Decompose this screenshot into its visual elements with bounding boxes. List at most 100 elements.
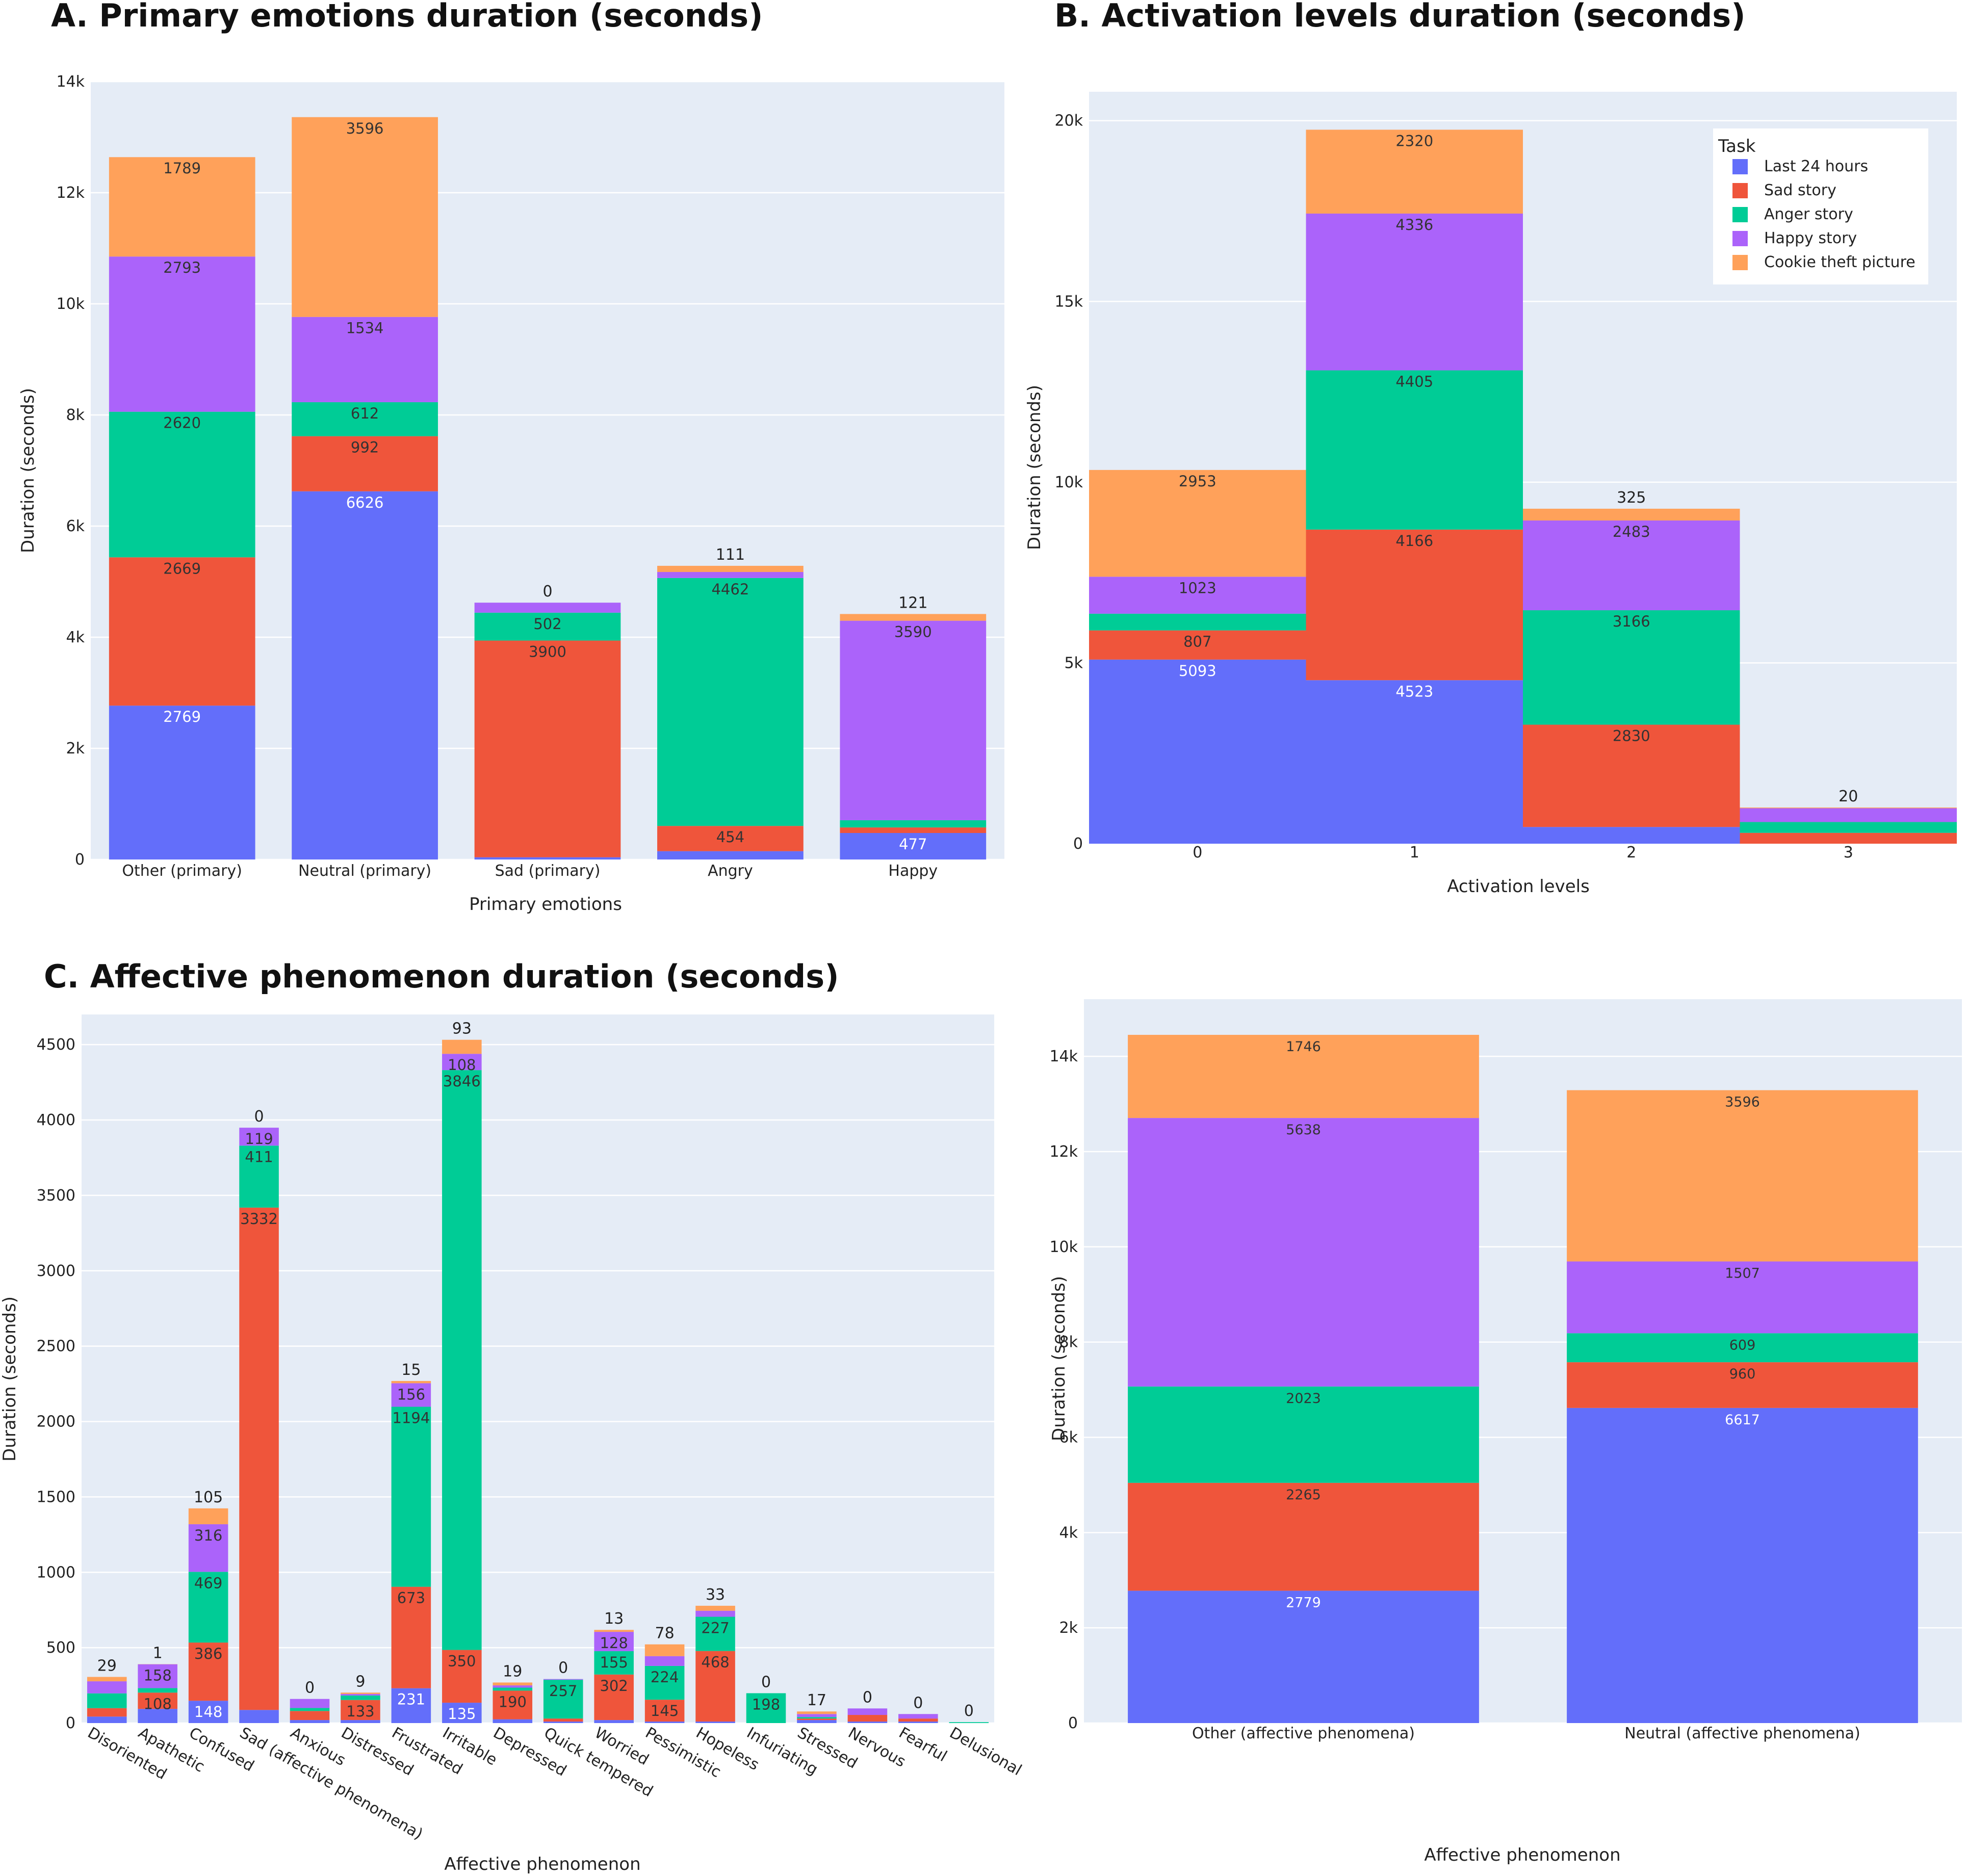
panel-c-bar-segment (493, 1685, 533, 1688)
panel-c-bar-segment (797, 1720, 837, 1723)
panel-c-bar-segment (543, 1679, 583, 1680)
panel-c-segment-label: 468 (701, 1654, 729, 1671)
legend-entry-label: Cookie theft picture (1764, 253, 1916, 271)
panel-b-segment-label: 4405 (1395, 373, 1433, 390)
panel-a-segment-label: 992 (351, 439, 379, 456)
panel-c-bar-segment (87, 1681, 127, 1693)
panel-b-bar-segment (1306, 680, 1523, 844)
panel-c-bar-segment (341, 1695, 380, 1700)
panel-a-bar-segment (109, 557, 255, 706)
panel-c-bar-segment (644, 1644, 685, 1656)
legend-swatch (1732, 207, 1748, 222)
panel-c-bar-segment (797, 1714, 837, 1717)
panel-c-bar-segment (493, 1719, 533, 1723)
panel-b-bar-segment (1089, 470, 1306, 577)
panel-c-segment-label: 257 (549, 1682, 577, 1700)
panel-c-top-value-label: 29 (97, 1657, 117, 1675)
panel-d-bar-segment (1128, 1386, 1479, 1483)
panel-c-bar-segment (442, 1054, 482, 1071)
panel-a-bar-segment (109, 256, 255, 412)
panel-a-segment-label: 502 (533, 615, 561, 633)
panel-c-y-tick-label: 2500 (37, 1338, 75, 1356)
panel-c: C. Affective phenomenon duration (second… (0, 958, 1025, 1874)
panel-d-bar-segment (1567, 1333, 1918, 1363)
panel-d-bars: 2779 2265 2023 5638 1746 6617 960 609 1507 3596 (1128, 1034, 1918, 1723)
panel-c-segment-label: 350 (448, 1653, 476, 1670)
panel-a-y-tick-label: 2k (66, 740, 85, 758)
panel-b-y-axis-title: Duration (seconds) (1024, 385, 1045, 550)
panel-b-bar-segment (1306, 213, 1523, 371)
panel-c-y-axis-title: Duration (seconds) (0, 1296, 20, 1462)
panel-a-y-ticks: 0 2k 4k 6k 8k 10k 12k 14k (56, 73, 85, 869)
panel-c-top-value-label: 0 (913, 1694, 923, 1712)
panel-c-bar-segment (239, 1128, 279, 1146)
panel-b-bar-segment (1089, 613, 1306, 631)
panel-a-top-value-label: 121 (898, 594, 927, 612)
panel-a-y-tick-label: 10k (56, 295, 85, 313)
panel-a-bar-segment (474, 640, 621, 857)
panel-a-segment-label: 1789 (163, 160, 201, 177)
panel-b-segment-label: 2953 (1179, 473, 1217, 490)
panel-b-bar-segment (1740, 822, 1957, 833)
panel-b-bar-segment (1523, 610, 1740, 725)
panel-b-segment-label: 4336 (1395, 216, 1433, 233)
panel-c-y-ticks: 0 500 1000 1500 2000 2500 3000 3500 4000 4500 (37, 1036, 75, 1732)
panel-d-x-ticks: Other (affective phenomena) Neutral (affe… (1192, 1725, 1860, 1742)
panel-c-bar-segment (138, 1664, 177, 1688)
panel-c-top-value-label: 17 (807, 1691, 826, 1709)
panel-b-y-ticks: 0 5k 10k 15k 20k (1054, 112, 1083, 853)
panel-c-top-value-label: 33 (706, 1586, 725, 1604)
panel-d-segment-label: 2779 (1286, 1595, 1321, 1610)
panel-a-segment-label: 2793 (163, 259, 201, 276)
panel-c-segment-label: 3846 (443, 1073, 481, 1090)
panel-c-bar-segment (644, 1665, 685, 1700)
panel-c-bar-segment (188, 1524, 228, 1572)
legend: Task Last 24 hours Sad story Anger story Ha… (1713, 128, 1928, 284)
panel-c-y-tick-label: 3000 (37, 1262, 75, 1280)
panel-d-bar-segment (1128, 1034, 1479, 1118)
panel-c-bar-segment (543, 1722, 583, 1723)
panel-a-bar-segment (109, 157, 255, 257)
panel-c-bar-segment (797, 1718, 837, 1721)
panel-c-segment-label: 155 (600, 1654, 628, 1671)
panel-c-bar-segment (341, 1693, 380, 1696)
panel-b-segment-label: 4166 (1395, 532, 1433, 550)
panel-a-bar-segment (840, 614, 987, 621)
panel-a-y-tick-label: 4k (66, 629, 85, 646)
panel-d-bar-segment (1567, 1090, 1918, 1262)
panel-c-bar-segment (746, 1693, 786, 1723)
panel-a-y-tick-label: 8k (66, 406, 85, 424)
panel-d-y-axis-title: Duration (seconds) (1049, 1276, 1069, 1441)
panel-c-bar-segment (87, 1677, 127, 1682)
panel-b-bar-segment (1089, 630, 1306, 660)
panel-c-segment-label: 411 (245, 1148, 273, 1165)
panel-a-bar-segment (840, 827, 987, 833)
panel-c-bar-segment (138, 1688, 177, 1693)
panel-d-y-tick-label: 8k (1059, 1334, 1078, 1351)
panel-c-y-tick-label: 2000 (37, 1413, 75, 1431)
legend-title: Task (1718, 136, 1756, 157)
panel-c-top-value-label: 19 (503, 1662, 522, 1680)
panel-b-bar-segment (1523, 827, 1740, 844)
panel-c-segment-label: 224 (651, 1669, 679, 1686)
panel-a-y-tick-label: 6k (66, 517, 85, 535)
panel-d-y-ticks: 0 2k 4k 6k 8k 10k 12k 14k (1049, 1048, 1078, 1732)
panel-d-y-tick-label: 12k (1049, 1143, 1078, 1161)
panel-c-bar-segment (898, 1718, 938, 1722)
panel-c-bar-segment (188, 1701, 228, 1723)
panel-c-top-value-label: 15 (401, 1361, 421, 1379)
panel-c-bar-segment (594, 1651, 634, 1675)
panel-c-top-value-label: 1 (153, 1644, 163, 1662)
legend-swatch (1732, 255, 1748, 270)
panel-c-bar-segment (644, 1700, 685, 1722)
panel-c-y-tick-label: 4000 (37, 1111, 75, 1129)
panel-a-bar-segment (657, 826, 804, 851)
panel-d-bar-segment (1567, 1362, 1918, 1408)
panel-c-bar-segment (493, 1690, 533, 1719)
panel-c-bar-segment (391, 1380, 431, 1384)
panel-c-plot-area (82, 1014, 994, 1723)
panel-a-x-axis-title: Primary emotions (469, 894, 622, 915)
panel-a-bar-segment (474, 603, 621, 613)
